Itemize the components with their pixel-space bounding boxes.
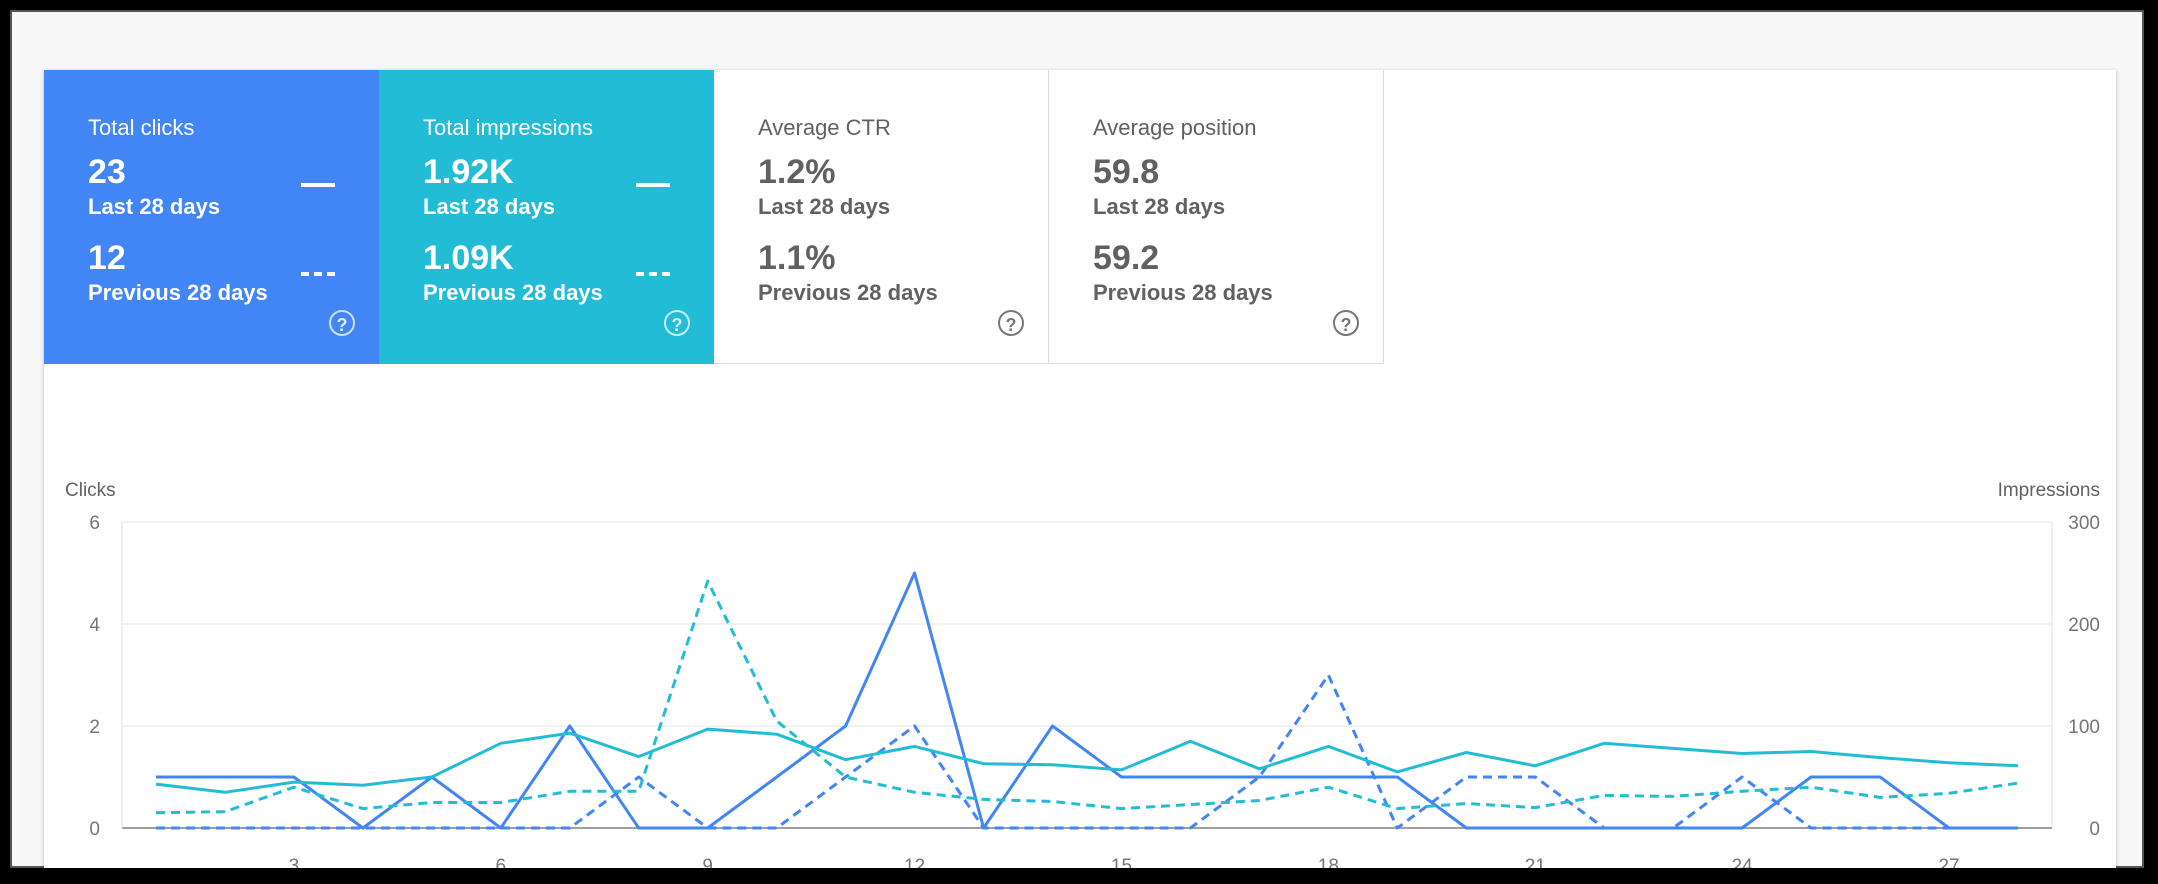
y-right-tick-label: 100 — [2068, 717, 2100, 738]
x-tick-label: 3 — [289, 856, 300, 868]
card-previous-period: Previous 28 days — [88, 280, 268, 305]
card-average-ctr[interactable]: Average CTR 1.2% Last 28 days 1.1% Previ… — [714, 70, 1049, 364]
x-tick-label: 24 — [1732, 856, 1754, 868]
y-left-tick-label: 4 — [89, 615, 100, 636]
card-average-position[interactable]: Average position 59.8 Last 28 days 59.2 … — [1049, 70, 1384, 364]
x-tick-label: 9 — [702, 856, 713, 868]
card-current-period: Last 28 days — [423, 194, 556, 219]
y-left-tick-label: 2 — [89, 717, 100, 738]
card-current-value: 1.92K — [423, 153, 514, 191]
x-tick-label: 15 — [1111, 856, 1132, 868]
dashed-line-legend-icon — [301, 272, 335, 276]
card-current-period: Last 28 days — [1093, 194, 1226, 219]
x-tick-label: 18 — [1318, 856, 1339, 868]
card-previous-value: 1.1% — [758, 239, 836, 277]
x-tick-label: 27 — [1938, 856, 1959, 868]
help-icon[interactable]: ? — [664, 310, 690, 336]
y-left-tick-label: 6 — [89, 513, 100, 534]
y-right-tick-label: 200 — [2068, 615, 2100, 636]
x-tick-label: 21 — [1525, 856, 1546, 868]
card-previous-period: Previous 28 days — [423, 280, 603, 305]
card-previous-value: 1.09K — [423, 239, 514, 277]
card-current-value: 23 — [88, 153, 126, 191]
card-total-clicks[interactable]: Total clicks 23 Last 28 days 12 Previous… — [44, 70, 379, 364]
y-left-tick-label: 0 — [89, 819, 100, 840]
help-icon[interactable]: ? — [329, 310, 355, 336]
solid-line-legend-icon — [636, 183, 670, 187]
y-right-tick-label: 0 — [2089, 819, 2100, 840]
card-title: Total clicks — [88, 115, 195, 140]
card-current-period: Last 28 days — [88, 194, 221, 219]
card-current-value: 1.2% — [758, 153, 836, 191]
card-title: Average CTR — [758, 115, 891, 140]
dashed-line-legend-icon — [636, 272, 670, 276]
card-previous-value: 12 — [88, 239, 126, 277]
card-current-period: Last 28 days — [758, 194, 891, 219]
card-title: Average position — [1093, 115, 1257, 140]
card-previous-period: Previous 28 days — [1093, 280, 1273, 305]
card-previous-value: 59.2 — [1093, 239, 1160, 277]
y-ticks: 0 2 4 6 0 100 200 300 — [89, 513, 2100, 840]
performance-chart: Clicks Impressions 0 2 4 6 0 100 200 300 3 6 9 12 1… — [44, 370, 2116, 877]
y-right-axis-label: Impressions — [1998, 480, 2100, 501]
series-line-left-solid — [156, 571, 2018, 830]
x-tick-label: 6 — [496, 856, 507, 868]
y-left-axis-label: Clicks — [65, 480, 116, 501]
series-line-right-solid — [155, 727, 2019, 794]
performance-panel: Total clicks 23 Last 28 days 12 Previous… — [44, 70, 2116, 877]
help-icon[interactable]: ? — [998, 310, 1024, 336]
series-line-left-dashed — [156, 673, 2018, 830]
metric-cards: Total clicks 23 Last 28 days 12 Previous… — [44, 70, 1384, 364]
card-total-impressions[interactable]: Total impressions 1.92K Last 28 days 1.0… — [379, 70, 714, 364]
solid-line-legend-icon — [301, 183, 335, 187]
screenshot-frame: Total clicks 23 Last 28 days 12 Previous… — [10, 10, 2144, 877]
y-right-tick-label: 300 — [2068, 513, 2100, 534]
series-lines — [155, 571, 2019, 830]
card-title: Total impressions — [423, 115, 593, 140]
gridlines — [121, 521, 2053, 829]
help-icon[interactable]: ? — [1333, 310, 1359, 336]
card-previous-period: Previous 28 days — [758, 280, 938, 305]
x-tick-label: 12 — [904, 856, 925, 868]
series-line-right-dashed — [155, 579, 2019, 815]
card-current-value: 59.8 — [1093, 153, 1160, 191]
x-ticks: 3 6 9 12 15 18 21 24 27 — [289, 856, 1960, 877]
